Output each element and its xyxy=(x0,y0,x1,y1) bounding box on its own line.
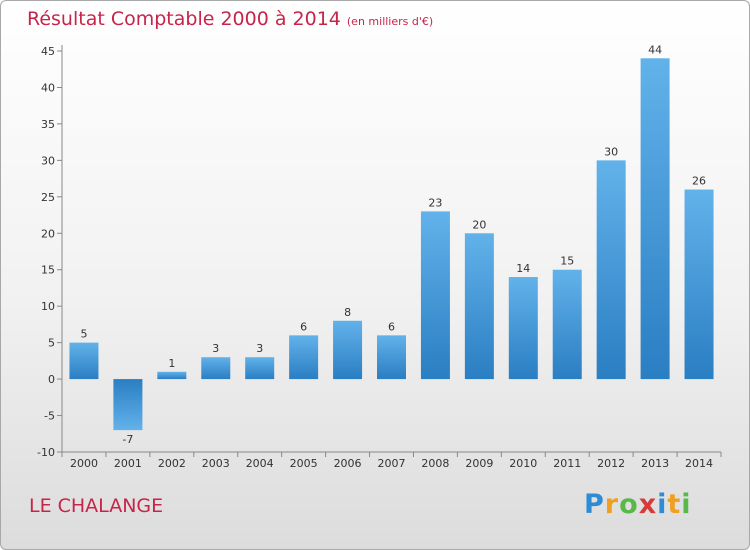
logo-letter: P xyxy=(584,489,605,520)
bar xyxy=(464,233,494,380)
bar xyxy=(420,211,450,380)
data-label: 3 xyxy=(212,342,219,355)
y-tick-label: 15 xyxy=(41,264,55,277)
y-tick-label: 35 xyxy=(41,118,55,131)
data-label: 8 xyxy=(344,306,351,319)
x-tick-label: 2006 xyxy=(334,457,362,470)
x-tick-label: 2009 xyxy=(465,457,493,470)
bar xyxy=(113,379,143,431)
bar xyxy=(157,371,187,380)
x-tick-label: 2001 xyxy=(114,457,142,470)
x-tick-label: 2004 xyxy=(246,457,274,470)
data-label: 5 xyxy=(80,328,87,341)
data-label: 20 xyxy=(472,218,486,231)
x-tick-label: 2012 xyxy=(597,457,625,470)
x-tick-label: 2003 xyxy=(202,457,230,470)
bar xyxy=(508,277,538,380)
y-tick-label: 30 xyxy=(41,154,55,167)
proxiti-logo: Proxiti xyxy=(584,489,692,520)
data-label: 15 xyxy=(560,255,574,268)
y-tick-label: -10 xyxy=(37,446,55,459)
logo-letter: o xyxy=(619,489,639,520)
bar xyxy=(289,335,319,380)
x-tick-label: 2000 xyxy=(70,457,98,470)
y-tick-label: 0 xyxy=(48,373,55,386)
bar xyxy=(377,335,406,380)
data-label: 6 xyxy=(388,320,395,333)
bar xyxy=(333,320,363,380)
chart-title: Résultat Comptable 2000 à 2014 (en millie… xyxy=(27,8,433,30)
x-tick-label: 2008 xyxy=(421,457,449,470)
x-tick-label: 2005 xyxy=(290,457,318,470)
y-tick-label: 45 xyxy=(41,45,55,58)
bar xyxy=(596,160,626,380)
commune-name: LE CHALANGE xyxy=(29,495,164,517)
data-label: 6 xyxy=(300,320,307,333)
logo-letter: i xyxy=(681,489,692,520)
bar xyxy=(245,357,275,380)
bar xyxy=(640,58,670,380)
x-tick-label: 2007 xyxy=(378,457,406,470)
x-tick-label: 2014 xyxy=(685,457,713,470)
data-label: -7 xyxy=(122,433,133,446)
data-label: 44 xyxy=(648,43,662,56)
data-label: 30 xyxy=(604,145,618,158)
bar xyxy=(552,269,582,380)
bar xyxy=(69,342,99,380)
y-tick-label: 25 xyxy=(41,191,55,204)
data-label: 26 xyxy=(692,175,706,188)
bar xyxy=(201,357,231,380)
logo-letter: t xyxy=(667,489,682,520)
logo-letter: r xyxy=(604,489,620,520)
x-tick-label: 2010 xyxy=(509,457,537,470)
x-tick-label: 2013 xyxy=(641,457,669,470)
y-tick-label: -5 xyxy=(44,410,55,423)
data-label: 14 xyxy=(516,262,530,275)
y-tick-label: 10 xyxy=(41,300,55,313)
x-tick-label: 2002 xyxy=(158,457,186,470)
title-text: Résultat Comptable 2000 à 2014 xyxy=(27,8,341,30)
chart-subtitle: (en milliers d'€) xyxy=(346,15,434,28)
y-tick-label: 40 xyxy=(41,81,55,94)
y-tick-label: 20 xyxy=(41,227,55,240)
data-label: 23 xyxy=(428,196,442,209)
bar xyxy=(684,189,714,380)
y-tick-label: 5 xyxy=(48,337,55,350)
logo-letter: x xyxy=(638,489,658,520)
logo-letter: i xyxy=(657,489,668,520)
data-label: 3 xyxy=(256,342,263,355)
data-label: 1 xyxy=(168,357,175,370)
x-tick-label: 2011 xyxy=(553,457,581,470)
